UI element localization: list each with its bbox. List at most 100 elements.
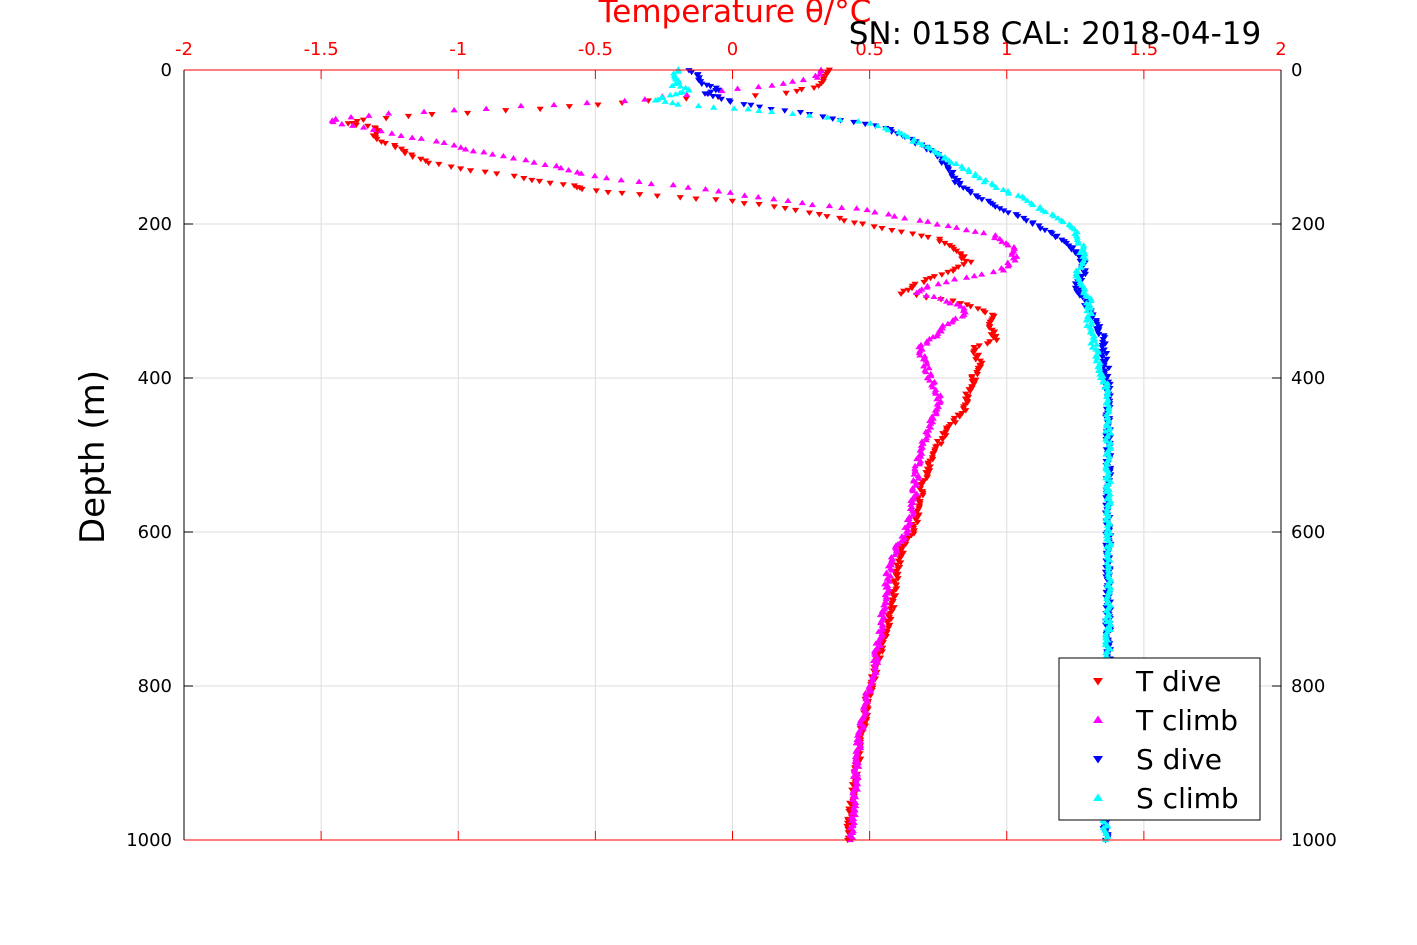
data-point <box>353 119 361 125</box>
data-point <box>565 166 573 173</box>
data-point <box>481 169 489 176</box>
data-point <box>793 88 801 95</box>
data-point <box>944 320 952 327</box>
data-point <box>520 175 528 182</box>
data-point <box>953 301 961 307</box>
data-point <box>1107 430 1115 436</box>
data-point <box>651 97 660 103</box>
data-point <box>934 330 942 336</box>
data-point <box>869 657 877 664</box>
data-point <box>1028 221 1037 228</box>
data-point <box>894 566 902 573</box>
data-point <box>926 377 934 383</box>
data-point <box>1067 247 1076 253</box>
data-point <box>1050 212 1058 219</box>
data-point <box>849 790 857 796</box>
data-point <box>933 439 942 445</box>
data-point <box>1035 223 1043 229</box>
data-point <box>1022 218 1030 224</box>
data-point <box>999 267 1008 273</box>
data-point <box>962 258 970 265</box>
data-point <box>850 220 859 226</box>
data-point <box>952 224 961 230</box>
data-point <box>914 519 922 526</box>
data-point <box>1071 285 1080 292</box>
data-point <box>347 114 355 120</box>
data-point <box>488 151 497 157</box>
data-point <box>728 198 736 205</box>
data-point <box>805 112 814 118</box>
data-point <box>1077 264 1085 270</box>
data-point <box>859 221 867 227</box>
data-point <box>1103 618 1111 625</box>
data-point <box>857 756 865 763</box>
data-point <box>897 538 905 544</box>
data-point <box>744 106 752 112</box>
data-point <box>447 164 455 170</box>
data-point <box>849 773 858 779</box>
data-point <box>991 234 999 241</box>
data-point <box>944 167 953 173</box>
data-point <box>636 192 644 198</box>
data-point <box>926 145 934 151</box>
data-point <box>978 271 986 277</box>
data-point <box>866 688 874 694</box>
data-point <box>843 823 851 830</box>
data-point <box>855 763 863 769</box>
data-point <box>878 626 886 633</box>
y-tick-label-right: 0 <box>1291 60 1302 81</box>
data-point <box>922 368 930 375</box>
data-point <box>815 83 823 89</box>
y-tick-label-left: 600 <box>138 522 172 543</box>
data-point <box>552 162 560 169</box>
data-point <box>966 304 975 310</box>
data-point <box>1035 205 1043 211</box>
data-point <box>755 104 764 111</box>
data-point <box>1070 225 1078 232</box>
data-point <box>717 96 725 103</box>
data-point <box>397 132 405 139</box>
data-point <box>1102 484 1110 490</box>
data-point <box>861 121 869 128</box>
data-point <box>546 180 554 187</box>
data-point <box>924 234 932 241</box>
data-point <box>854 771 862 777</box>
data-point <box>692 196 700 202</box>
data-point <box>962 408 970 414</box>
data-point <box>683 91 691 97</box>
data-point <box>968 375 976 381</box>
data-point <box>466 168 475 174</box>
data-point <box>1102 529 1110 535</box>
legend-label: T climb <box>1135 704 1238 737</box>
data-point <box>808 201 816 208</box>
data-point <box>530 159 538 165</box>
data-point <box>482 105 490 112</box>
data-point <box>972 357 980 363</box>
data-point <box>1103 476 1112 482</box>
data-point <box>903 516 912 523</box>
data-point <box>1093 341 1101 347</box>
data-point <box>781 108 789 114</box>
data-point <box>903 530 911 536</box>
data-point <box>666 91 674 98</box>
data-point <box>951 180 959 186</box>
data-point <box>853 205 861 211</box>
data-point <box>1041 208 1050 215</box>
data-point <box>424 160 433 167</box>
data-point <box>998 238 1006 244</box>
series-t-climb <box>328 66 1021 843</box>
data-point <box>541 161 549 167</box>
data-point <box>408 134 416 140</box>
data-point <box>883 630 891 636</box>
data-point <box>999 186 1007 193</box>
data-point <box>929 383 937 390</box>
data-point <box>964 394 973 401</box>
data-point <box>918 141 927 148</box>
data-point <box>929 415 937 421</box>
data-point <box>557 164 565 171</box>
data-point <box>781 206 789 212</box>
data-point <box>1106 626 1115 633</box>
data-point <box>939 437 947 443</box>
data-point <box>592 188 600 194</box>
x-tick-label: 0 <box>727 39 738 60</box>
